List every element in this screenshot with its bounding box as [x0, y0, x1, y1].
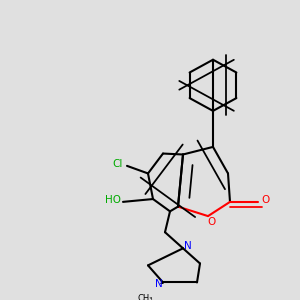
Text: HO: HO [104, 196, 121, 206]
Text: O: O [207, 217, 215, 227]
Text: O: O [261, 196, 270, 206]
Text: CH₃: CH₃ [137, 294, 153, 300]
Text: N: N [154, 279, 162, 289]
Text: N: N [184, 241, 191, 251]
Text: Cl: Cl [113, 159, 123, 170]
